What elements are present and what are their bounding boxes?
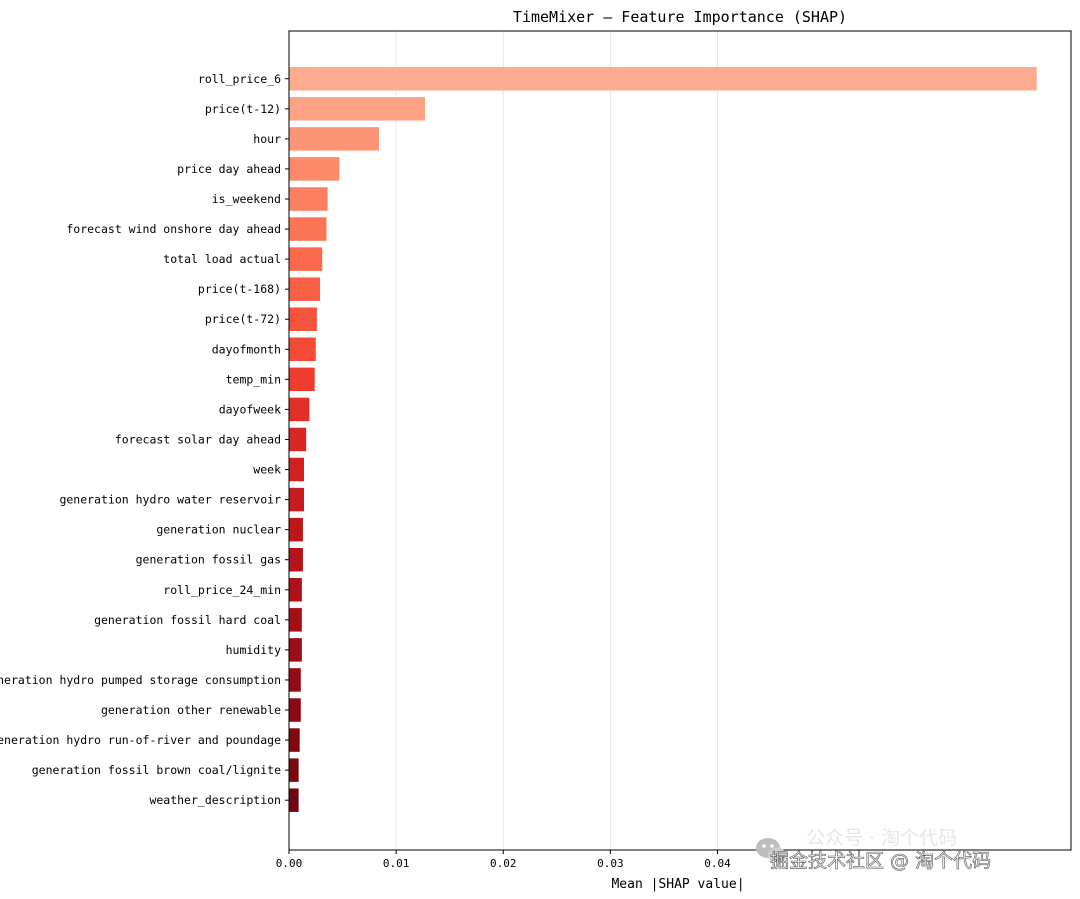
y-tick-label: roll_price_6 <box>198 72 281 86</box>
x-tick-label: 0.04 <box>704 857 731 870</box>
bar <box>289 337 316 362</box>
bar <box>289 487 304 512</box>
x-axis-label: Mean |SHAP value| <box>611 877 744 892</box>
bar <box>289 367 315 392</box>
plot-frame <box>288 30 1072 851</box>
x-tick-label: 0.00 <box>276 857 303 870</box>
bar <box>289 547 303 572</box>
y-tick-label: dayofweek <box>219 402 281 416</box>
bar <box>289 728 300 752</box>
bar <box>289 397 310 422</box>
bar <box>289 127 379 151</box>
bar <box>289 457 304 482</box>
y-tick-label: week <box>253 463 281 477</box>
bar <box>289 217 327 241</box>
y-tick-label: is_weekend <box>212 192 281 206</box>
y-tick-label: generation hydro water reservoir <box>59 493 281 507</box>
bar <box>289 578 302 602</box>
y-tick-labels: roll_price_6 price(t-12) hour price day ahe… <box>0 72 289 807</box>
y-tick-label: price(t-168) <box>198 282 281 296</box>
watermark-text: 掘金技术社区 @ 淘个代码 <box>770 850 991 872</box>
bar <box>289 608 302 632</box>
x-tick-label: 0.01 <box>383 857 410 870</box>
y-tick-label: generation fossil brown coal/lignite <box>32 763 281 777</box>
y-tick-label: temp_min <box>226 372 281 386</box>
bar <box>289 698 301 722</box>
x-tick-label: 0.03 <box>597 857 624 870</box>
watermark: 公众号 · 淘个代码 掘金技术社区 @ 淘个代码 <box>756 827 991 872</box>
y-tick-label: dayofmonth <box>212 342 281 356</box>
y-tick-label: hour <box>253 132 281 146</box>
y-tick-label: total load actual <box>163 252 281 266</box>
y-tick-label: generation fossil gas <box>136 553 281 567</box>
bar <box>289 157 340 181</box>
watermark-shadow-text: 公众号 · 淘个代码 <box>806 827 957 849</box>
bars <box>289 67 1037 812</box>
y-tick-label: price(t-72) <box>205 312 281 326</box>
y-tick-label: generation nuclear <box>156 523 281 537</box>
y-tick-label: roll_price_24_min <box>163 583 281 597</box>
bar <box>289 67 1037 91</box>
wechat-icon <box>756 838 786 863</box>
bar <box>289 758 299 782</box>
bar <box>289 638 302 662</box>
bar <box>289 277 321 301</box>
y-tick-label: generation fossil hard coal <box>94 613 281 627</box>
y-tick-label: forecast wind onshore day ahead <box>66 222 281 236</box>
y-tick-label: generation hydro run-of-river and pounda… <box>0 733 281 747</box>
bar <box>289 247 323 271</box>
bar <box>289 187 328 211</box>
y-tick-label: price day ahead <box>177 162 281 176</box>
y-tick-label: humidity <box>226 643 281 657</box>
bar <box>289 307 317 331</box>
bar <box>289 788 299 812</box>
x-tick-labels: 0.00 0.01 0.02 0.03 0.04 <box>276 850 731 870</box>
grid-lines <box>395 31 718 850</box>
y-tick-label: generation hydro pumped storage consumpt… <box>0 673 281 687</box>
bar <box>289 427 307 452</box>
chart-title: TimeMixer — Feature Importance (SHAP) <box>513 8 847 26</box>
y-tick-label: generation other renewable <box>101 703 281 717</box>
y-tick-label: forecast solar day ahead <box>115 432 281 446</box>
y-tick-label: weather_description <box>149 793 281 807</box>
bar <box>289 668 301 692</box>
y-tick-label: price(t-12) <box>205 102 281 116</box>
x-tick-label: 0.02 <box>490 857 517 870</box>
bar <box>289 97 426 121</box>
bar <box>289 517 303 542</box>
